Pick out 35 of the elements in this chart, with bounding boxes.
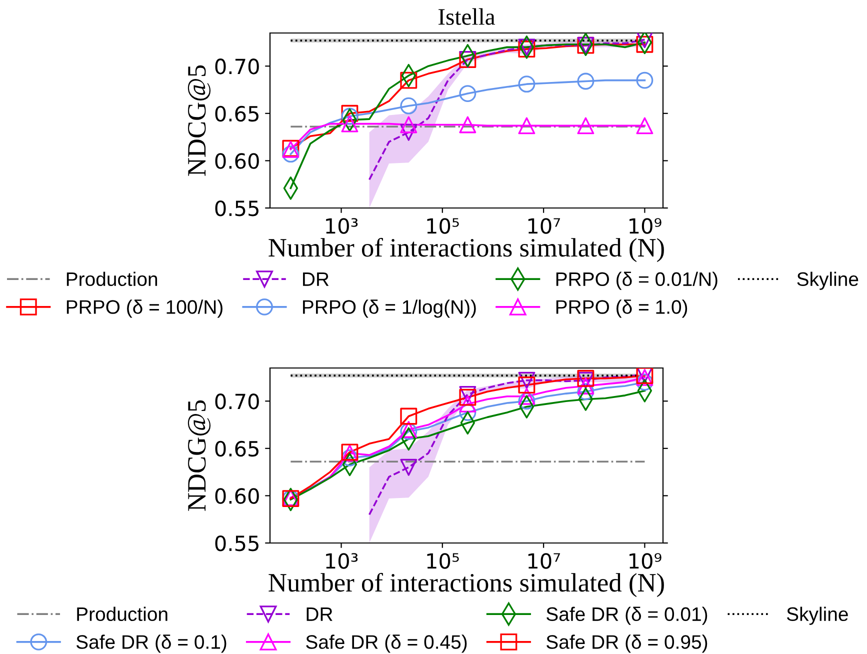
y-tick-label: 0.65 — [215, 440, 258, 457]
y-tick-label: 0.55 — [215, 200, 258, 216]
legend-label: PRPO (δ = 1/log(N)) — [303, 300, 476, 318]
x-tick-label: 10⁷ — [528, 553, 560, 569]
legend-label: Skyline — [786, 606, 848, 625]
legend-label: Safe DR (δ = 0.95) — [546, 634, 708, 653]
y-tick-label: 0.60 — [215, 488, 259, 504]
x-tick-label: 10⁹ — [630, 218, 662, 234]
x-tick-label: 10⁷ — [528, 218, 560, 234]
x-tick-label: 10³ — [326, 218, 358, 234]
x-tick-label: 10⁵ — [427, 218, 459, 234]
legend-label: Production — [77, 606, 168, 622]
legend-label: Safe DR (δ = 0.45) — [306, 634, 467, 653]
legend-label: PRPO (δ = 100/N) — [66, 300, 222, 318]
legend-label: Skyline — [797, 272, 858, 290]
legend-label: DR — [303, 272, 329, 286]
y-axis-title: NDCG@5 — [188, 65, 211, 176]
x-tick-label: 10⁹ — [630, 553, 662, 569]
legend-label: Safe DR (δ = 0.1) — [76, 634, 226, 653]
y-axis-title: NDCG@5 — [188, 400, 211, 511]
x-axis-title: Number of interactions simulated (N) — [268, 572, 664, 598]
y-tick-label: 0.65 — [215, 106, 258, 122]
x-tick-label: 10⁵ — [427, 553, 459, 569]
y-tick-label: 0.60 — [215, 153, 259, 169]
legend-label: DR — [306, 607, 332, 621]
chart-title: Istella — [438, 8, 496, 25]
legend-label: Safe DR (δ = 0.01) — [546, 606, 708, 625]
y-tick-label: 0.55 — [215, 535, 258, 552]
x-axis-title: Number of interactions simulated (N) — [268, 238, 664, 262]
legend-label: PRPO (δ = 0.01/N) — [556, 272, 718, 290]
y-tick-label: 0.70 — [215, 394, 259, 410]
x-tick-label: 10³ — [326, 553, 358, 569]
y-tick-label: 0.70 — [215, 58, 259, 74]
legend-label: Production — [66, 272, 158, 286]
legend-label: PRPO (δ = 1.0) — [556, 300, 688, 318]
